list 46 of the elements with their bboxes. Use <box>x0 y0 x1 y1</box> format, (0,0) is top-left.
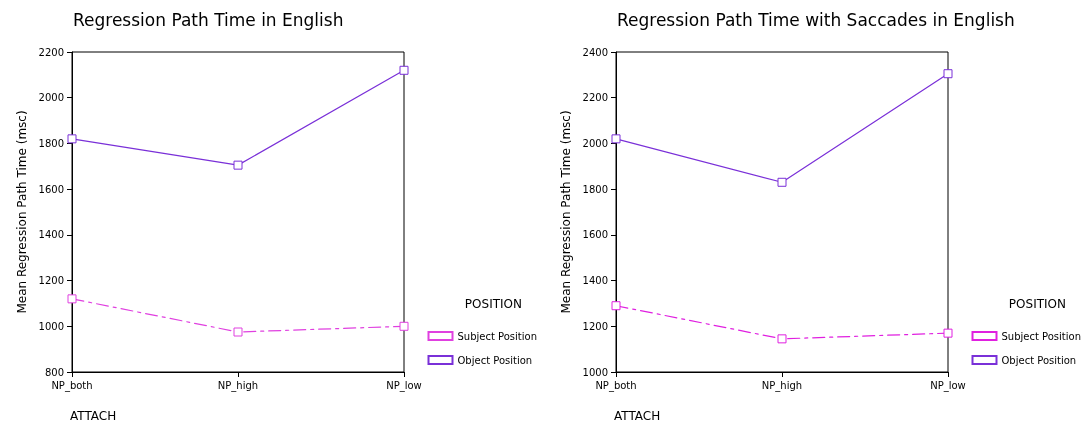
y-tick-label: 1800 <box>582 183 608 195</box>
point <box>777 334 787 344</box>
point <box>399 321 409 331</box>
legend-label: Object Position <box>457 354 533 366</box>
y-axis-title: Mean Regression Path Time (msc) <box>14 110 29 314</box>
point <box>943 328 953 338</box>
y-tick-label: 1200 <box>582 320 608 332</box>
chart-title: Regression Path Time in English <box>73 9 344 30</box>
chart-title: Regression Path Time with Saccades in English <box>617 9 1015 30</box>
point <box>611 134 621 144</box>
legend-title: POSITION <box>1008 297 1067 311</box>
x-tick-label: NP_both <box>595 379 637 392</box>
legend-label: Subject Position <box>1001 330 1081 342</box>
y-tick-label: 800 <box>44 366 64 378</box>
point <box>399 65 409 75</box>
legend-label: Subject Position <box>457 330 537 342</box>
legend-label: Object Position <box>1001 354 1077 366</box>
y-tick-label: 1000 <box>38 320 64 332</box>
point <box>611 301 621 311</box>
x-tick-label: NP_low <box>386 379 422 392</box>
y-tick-label: 2000 <box>38 92 64 104</box>
x-tick-label: NP_both <box>51 379 93 392</box>
point <box>67 294 77 304</box>
y-tick-label: 2200 <box>38 46 64 58</box>
point <box>777 177 787 187</box>
point <box>943 69 953 79</box>
x-tick-label: NP_low <box>930 379 966 392</box>
x-tick-label: NP_high <box>217 379 259 392</box>
x-axis-title: ATTACH <box>614 409 661 423</box>
y-tick-label: 1400 <box>38 229 64 241</box>
point <box>67 134 77 144</box>
y-tick-label: 1200 <box>38 275 64 287</box>
point <box>233 327 243 337</box>
y-tick-label: 2000 <box>582 137 608 149</box>
y-tick-label: 1600 <box>582 229 608 241</box>
point <box>233 160 243 170</box>
y-tick-label: 2400 <box>582 46 608 58</box>
x-tick-label: NP_high <box>761 379 803 392</box>
y-tick-label: 1600 <box>38 183 64 195</box>
y-tick-label: 1000 <box>582 366 608 378</box>
y-tick-label: 2200 <box>582 92 608 104</box>
x-axis-title: ATTACH <box>70 409 117 423</box>
legend-title: POSITION <box>464 297 523 311</box>
y-tick-label: 1800 <box>38 137 64 149</box>
y-axis-title: Mean Regression Path Time (msc) <box>558 110 573 314</box>
y-tick-label: 1400 <box>582 275 608 287</box>
